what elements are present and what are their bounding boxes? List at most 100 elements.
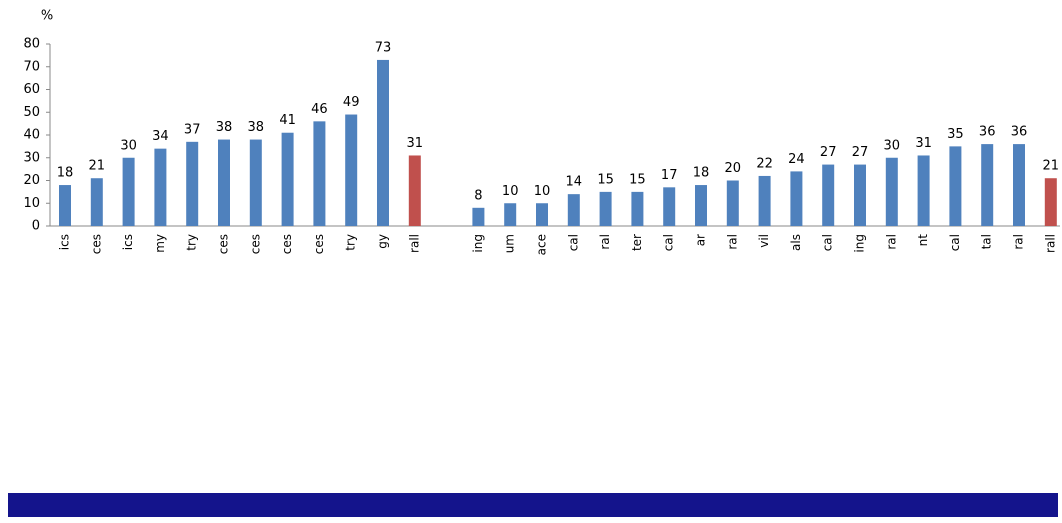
x-tick-label: ics bbox=[58, 234, 72, 250]
x-tick-label: ing bbox=[471, 234, 485, 253]
bar bbox=[249, 139, 262, 226]
y-tick-label: 30 bbox=[23, 150, 40, 165]
bar bbox=[90, 178, 103, 226]
bar bbox=[408, 155, 421, 226]
bar bbox=[345, 114, 358, 226]
x-tick-label: gy bbox=[376, 234, 390, 249]
bar bbox=[536, 203, 548, 226]
x-tick-label: cal bbox=[821, 234, 835, 251]
value-label: 18 bbox=[693, 166, 710, 181]
value-label: 30 bbox=[120, 138, 137, 153]
y-tick-label: 0 bbox=[32, 219, 40, 234]
bar bbox=[313, 121, 326, 226]
x-tick-label: ces bbox=[280, 234, 294, 254]
x-tick-label: vil bbox=[757, 234, 771, 248]
bar bbox=[949, 146, 962, 226]
bar bbox=[854, 164, 866, 226]
x-tick-label: ral bbox=[884, 234, 898, 250]
bar bbox=[504, 203, 517, 226]
bar bbox=[154, 148, 167, 226]
x-tick-label: rall bbox=[407, 234, 421, 253]
value-label: 49 bbox=[343, 95, 360, 110]
x-tick-label: cal bbox=[566, 234, 580, 251]
x-tick-label: cal bbox=[948, 234, 962, 251]
bar bbox=[281, 132, 294, 226]
value-label: 31 bbox=[407, 136, 424, 151]
x-tick-label: ral bbox=[598, 234, 612, 250]
bar bbox=[790, 171, 803, 226]
x-tick-label: try bbox=[185, 234, 199, 251]
y-unit: % bbox=[41, 9, 53, 24]
value-label: 20 bbox=[725, 161, 742, 176]
bar bbox=[631, 191, 644, 226]
bar bbox=[59, 185, 71, 226]
x-tick-label: tal bbox=[980, 234, 994, 249]
value-label: 17 bbox=[661, 168, 678, 183]
value-label: 38 bbox=[216, 120, 233, 135]
x-tick-label: ces bbox=[89, 234, 103, 254]
value-label: 31 bbox=[915, 136, 932, 151]
value-label: 38 bbox=[248, 120, 265, 135]
bar bbox=[822, 164, 835, 226]
x-tick-label: ral bbox=[725, 234, 739, 250]
x-tick-label: ces bbox=[217, 234, 231, 254]
y-tick-label: 50 bbox=[23, 105, 40, 120]
x-tick-label: ces bbox=[312, 234, 326, 254]
x-tick-label: als bbox=[789, 234, 803, 251]
value-label: 37 bbox=[184, 122, 201, 137]
bar bbox=[599, 191, 612, 226]
bar bbox=[567, 194, 580, 226]
value-label: 36 bbox=[1011, 125, 1028, 140]
value-label: 18 bbox=[57, 166, 74, 181]
x-tick-label: ar bbox=[694, 234, 708, 246]
x-tick-label: ics bbox=[121, 234, 135, 250]
x-tick-label: cal bbox=[662, 234, 676, 251]
value-label: 36 bbox=[979, 125, 996, 140]
value-label: 8 bbox=[474, 188, 482, 203]
value-label: 41 bbox=[279, 113, 296, 128]
value-label: 15 bbox=[629, 172, 646, 187]
bar bbox=[472, 207, 485, 226]
value-label: 34 bbox=[152, 129, 169, 144]
bar bbox=[917, 155, 930, 226]
value-label: 22 bbox=[756, 156, 773, 171]
value-label: 27 bbox=[820, 145, 837, 160]
bar bbox=[218, 139, 230, 226]
y-tick-label: 20 bbox=[23, 173, 40, 188]
value-label: 30 bbox=[884, 138, 901, 153]
x-tick-label: ral bbox=[1012, 234, 1026, 250]
value-label: 21 bbox=[1043, 159, 1060, 174]
y-tick-label: 70 bbox=[23, 59, 40, 74]
bar bbox=[1044, 178, 1057, 226]
value-label: 15 bbox=[597, 172, 614, 187]
x-tick-label: um bbox=[503, 234, 517, 253]
value-label: 35 bbox=[947, 127, 964, 142]
bar bbox=[726, 180, 739, 226]
bar bbox=[663, 187, 676, 226]
y-tick-label: 80 bbox=[23, 37, 40, 52]
bar bbox=[981, 144, 994, 226]
y-tick-label: 40 bbox=[23, 128, 40, 143]
x-tick-label: rall bbox=[1043, 234, 1057, 253]
bar bbox=[377, 59, 389, 226]
bar bbox=[758, 175, 771, 226]
value-label: 10 bbox=[502, 184, 519, 199]
y-tick-label: 60 bbox=[23, 82, 40, 97]
footer-band bbox=[8, 493, 1058, 517]
value-label: 24 bbox=[788, 152, 805, 167]
value-label: 10 bbox=[534, 184, 551, 199]
x-tick-label: ing bbox=[853, 234, 867, 253]
bar bbox=[1013, 144, 1025, 226]
value-label: 46 bbox=[311, 102, 328, 117]
value-label: 14 bbox=[566, 175, 583, 190]
value-label: 73 bbox=[375, 40, 392, 55]
bar bbox=[122, 157, 135, 226]
value-label: 21 bbox=[89, 159, 106, 174]
bar bbox=[695, 185, 707, 226]
x-tick-label: ace bbox=[535, 234, 549, 255]
x-tick-label: my bbox=[153, 234, 167, 253]
bar bbox=[186, 141, 199, 226]
value-label: 27 bbox=[852, 145, 869, 160]
y-tick-label: 10 bbox=[23, 196, 40, 211]
